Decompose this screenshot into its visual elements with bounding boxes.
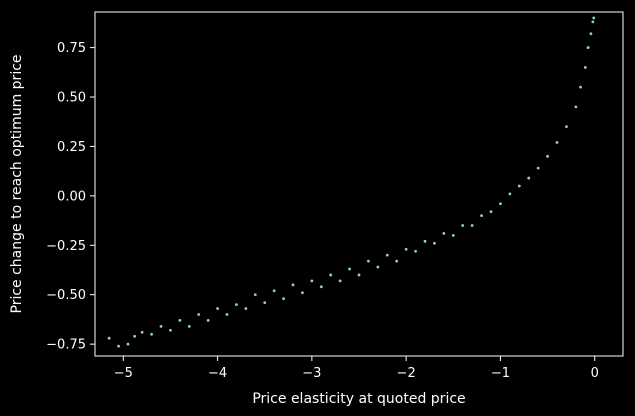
scatter-point	[517, 184, 521, 188]
scatter-point	[187, 324, 191, 328]
scatter-point	[489, 210, 493, 214]
scatter-point	[159, 324, 163, 328]
scatter-point	[555, 141, 559, 144]
scatter-point	[574, 105, 578, 109]
scatter-point	[178, 319, 182, 322]
scatter-point	[395, 259, 399, 263]
scatter-point	[536, 166, 540, 170]
scatter-point	[461, 224, 465, 227]
scatter-point	[225, 313, 229, 316]
y-tick-label: 0.50	[57, 91, 86, 106]
scatter-point	[338, 279, 342, 283]
y-axis-label: Price change to reach optimum price	[9, 54, 25, 313]
scatter-point	[385, 253, 389, 257]
x-axis-label: Price elasticity at quoted price	[252, 391, 465, 407]
scatter-point	[508, 192, 512, 196]
y-axis: −0.75 −0.50 −0.25 0.00 0.25 0.50 0.75	[46, 41, 95, 353]
scatter-point	[235, 303, 238, 306]
y-tick-label: 0.75	[57, 41, 86, 56]
scatter-point	[376, 265, 380, 269]
scatter-point	[107, 336, 111, 340]
x-tick-label: 0	[591, 366, 599, 381]
scatter-point	[404, 247, 408, 251]
x-tick-label: −3	[302, 366, 321, 381]
scatter-point	[140, 330, 144, 334]
scatter-point	[589, 32, 593, 36]
scatter-point	[433, 241, 436, 245]
points-layer	[107, 16, 596, 348]
x-tick-label: −5	[114, 366, 133, 381]
x-tick-label: −4	[208, 366, 227, 381]
scatter-point	[480, 214, 483, 218]
scatter-point	[565, 125, 568, 129]
scatter-point	[301, 291, 304, 295]
scatter-point	[206, 319, 210, 322]
scatter-point	[470, 224, 474, 227]
scatter-point	[133, 334, 137, 338]
x-axis: −5 −4 −3 −2 −1 0	[114, 356, 599, 381]
scatter-point	[423, 239, 427, 243]
y-tick-label: 0.25	[57, 140, 86, 155]
scatter-point	[527, 176, 531, 180]
scatter-point	[169, 328, 172, 332]
scatter-point	[414, 249, 417, 253]
y-tick-label: −0.25	[46, 239, 86, 254]
plot-frame	[94, 11, 624, 357]
scatter-point	[367, 259, 370, 263]
scatter-point	[216, 307, 219, 310]
scatter-point	[586, 46, 590, 49]
scatter-point	[291, 283, 295, 287]
scatter-point	[244, 307, 248, 310]
scatter-point	[583, 65, 587, 69]
scatter-point	[579, 85, 582, 89]
y-tick-label: −0.75	[46, 338, 86, 353]
scatter-point	[329, 273, 333, 277]
y-tick-label: 0.00	[57, 189, 86, 204]
scatter-point	[117, 344, 120, 348]
scatter-point	[126, 342, 130, 346]
scatter-point	[263, 301, 267, 305]
x-tick-label: −1	[491, 366, 510, 381]
x-tick-label: −2	[397, 366, 416, 381]
scatter-point	[499, 202, 502, 206]
scatter-point	[451, 234, 455, 237]
scatter-point	[319, 285, 323, 289]
y-tick-label: −0.50	[46, 288, 86, 303]
scatter-point	[546, 154, 549, 158]
scatter-point	[442, 232, 446, 235]
scatter-point	[357, 273, 361, 277]
scatter-point	[272, 289, 276, 293]
scatter-point	[348, 267, 351, 271]
scatter-point	[150, 332, 153, 336]
scatter-point	[592, 16, 596, 20]
scatter-point	[310, 279, 314, 283]
scatter-point	[197, 313, 201, 316]
scatter-point	[591, 20, 595, 24]
scatter-point	[253, 293, 257, 297]
scatter-point	[282, 297, 285, 301]
